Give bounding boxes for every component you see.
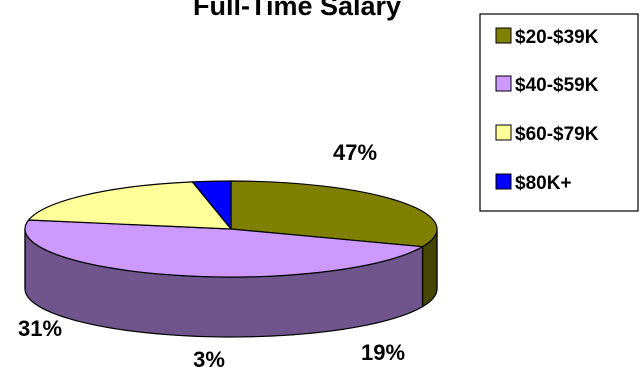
legend: $20-$39K $40-$59K $60-$79K $80K+ — [479, 13, 639, 212]
legend-swatch-salary-80k-plus — [495, 173, 512, 190]
legend-label-salary-20-39k: $20-$39K — [515, 27, 599, 48]
legend-label-salary-40-59k: $40-$59K — [515, 75, 599, 96]
legend-swatch-salary-60-79k — [495, 124, 512, 141]
data-label-salary-20-39k: 31% — [18, 316, 62, 341]
pie-slice-60-79k — [28, 181, 232, 230]
legend-label-salary-80k-plus: $80K+ — [515, 173, 572, 194]
chart-title: Full-Time Salary — [193, 0, 401, 21]
legend-swatch-salary-40-59k — [495, 75, 512, 92]
pie-slice-20-39k — [230, 180, 438, 248]
legend-label-salary-60-79k: $60-$79K — [515, 124, 599, 145]
data-label-salary-80k-plus: 3% — [193, 347, 225, 370]
data-label-salary-60-79k: 19% — [361, 340, 405, 365]
pie-plot-area — [24, 180, 438, 338]
pie-slice-40-59k — [24, 219, 424, 278]
pie-slice-80k-plus — [191, 180, 232, 230]
data-label-salary-40-59k: 47% — [333, 140, 377, 165]
legend-swatch-salary-20-39k — [495, 27, 512, 44]
